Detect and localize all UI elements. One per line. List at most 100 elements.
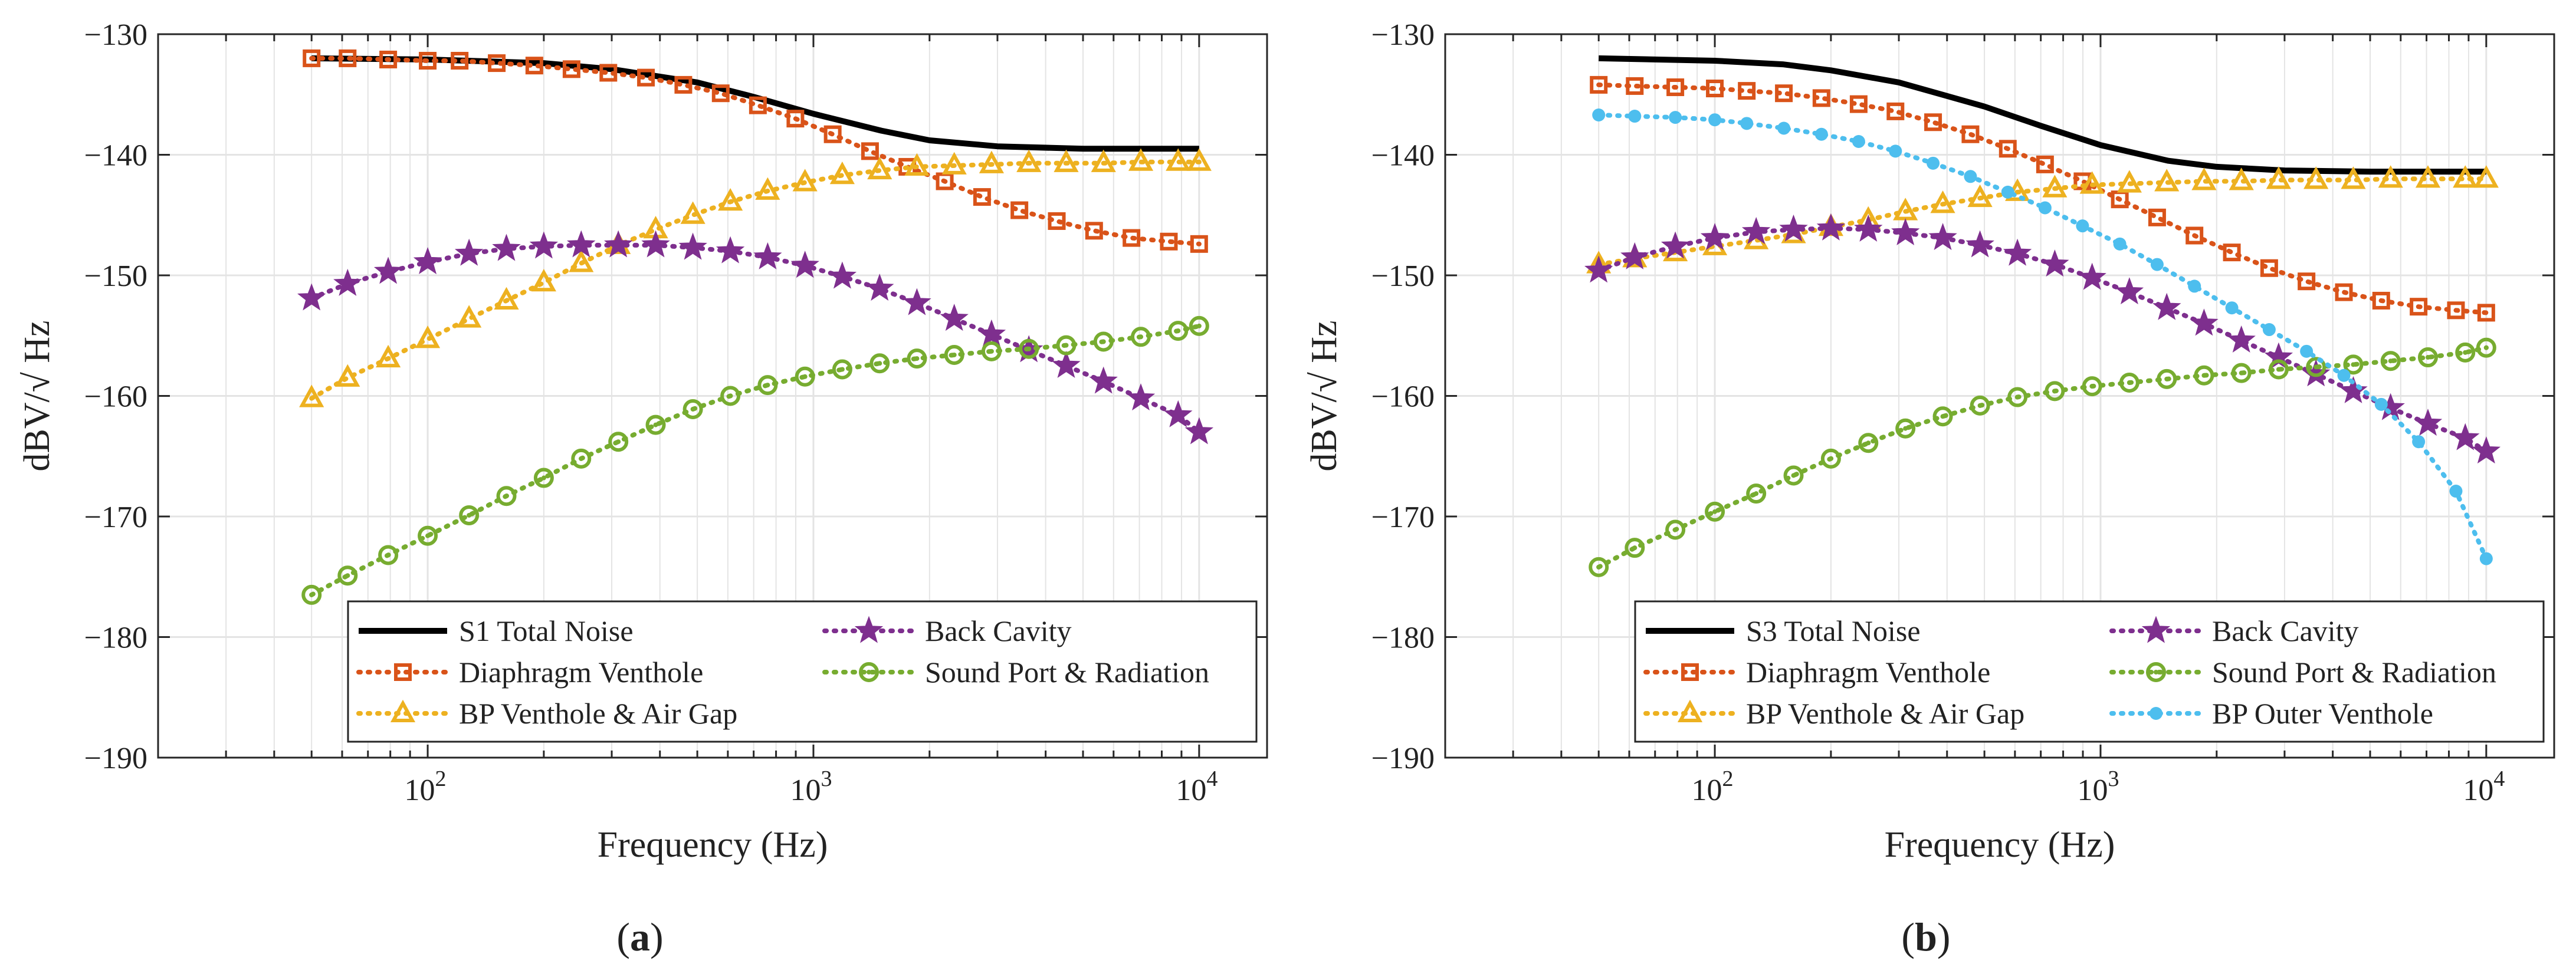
data-point-bp_venthole xyxy=(2079,171,2105,194)
data-point-diaphragm xyxy=(1010,201,1029,219)
data-point-bp_outer xyxy=(1927,156,1940,170)
legend-box xyxy=(347,600,1258,743)
data-point-diaphragm xyxy=(2298,272,2316,291)
data-point-diaphragm xyxy=(2372,291,2390,310)
data-point-back_cavity xyxy=(903,288,931,315)
data-point-bp_outer xyxy=(2225,301,2239,315)
data-point-bp_venthole xyxy=(531,269,556,292)
legend-label: S1 Total Noise xyxy=(459,614,634,647)
data-point-sound_port xyxy=(2380,351,2401,371)
legend-label: Sound Port & Radiation xyxy=(2212,656,2496,689)
series-sound_port xyxy=(301,315,1209,605)
data-point-sound_port xyxy=(1019,338,1039,359)
data-point-diaphragm xyxy=(861,142,879,160)
legend-item-bp_venthole: BP Venthole & Air Gap xyxy=(356,697,737,730)
legend-label: S3 Total Noise xyxy=(1746,614,1921,647)
data-point-sound_port xyxy=(682,399,703,419)
data-point-bp_venthole xyxy=(299,384,324,407)
x-axis-label: Frequency (Hz) xyxy=(1885,825,2115,865)
data-point-diaphragm xyxy=(1775,84,1793,103)
series-total xyxy=(311,55,1199,152)
data-point-bp_venthole xyxy=(2116,170,2142,193)
data-point-diaphragm xyxy=(1626,77,1644,95)
data-point-bp_venthole xyxy=(718,188,743,211)
data-point-back_cavity xyxy=(2339,376,2368,403)
data-point-back_cavity xyxy=(297,283,326,311)
data-point-back_cavity xyxy=(1816,213,1846,241)
y-tick-label: −160 xyxy=(84,380,147,414)
data-point-bp_outer xyxy=(2150,258,2164,271)
data-point-bp_venthole xyxy=(2154,169,2180,192)
data-point-sound_port xyxy=(757,375,778,396)
data-point-bp_venthole xyxy=(680,201,705,224)
data-point-sound_port xyxy=(2343,354,2364,375)
data-point-bp_venthole xyxy=(1016,149,1042,172)
data-point-back_cavity xyxy=(529,231,559,259)
data-point-sound_port xyxy=(1895,418,1916,439)
data-point-diaphragm xyxy=(1961,125,1980,143)
data-point-bp_outer xyxy=(1708,113,1722,127)
data-point-back_cavity xyxy=(2472,436,2501,464)
data-point-back_cavity xyxy=(1741,216,1771,244)
data-point-diaphragm xyxy=(823,125,842,143)
data-point-diaphragm xyxy=(2335,283,2353,301)
y-axis-label: dBV/√ Hz xyxy=(1304,320,1344,471)
data-point-bp_venthole xyxy=(1186,148,1212,171)
legend-item-bp_outer: BP Outer Venthole xyxy=(2109,697,2433,730)
data-point-sound_port xyxy=(1168,321,1189,341)
series-bp_outer xyxy=(1592,108,2493,565)
data-point-sound_port xyxy=(1589,557,1609,577)
data-point-bp_venthole xyxy=(2473,165,2499,188)
data-point-back_cavity xyxy=(641,230,670,258)
data-point-bp_outer xyxy=(2479,552,2493,565)
legend-item-total: S3 Total Noise xyxy=(1646,614,1921,647)
legend-label: BP Outer Venthole xyxy=(2212,697,2433,730)
data-point-bp_outer xyxy=(2188,279,2201,293)
data-point-diaphragm xyxy=(1048,212,1066,230)
data-point-back_cavity xyxy=(1126,383,1156,411)
data-point-sound_port xyxy=(1932,406,1953,427)
data-point-sound_port xyxy=(2455,342,2476,363)
data-point-diaphragm xyxy=(2223,244,2241,262)
y-tick-label: −140 xyxy=(1371,139,1435,173)
series-back_cavity xyxy=(297,230,1214,445)
data-point-bp_venthole xyxy=(1054,149,1079,172)
data-point-back_cavity xyxy=(716,236,745,264)
data-point-back_cavity xyxy=(977,319,1006,347)
x-tick-label: 102 xyxy=(405,766,447,807)
data-point-diaphragm xyxy=(2186,226,2204,245)
data-point-back_cavity xyxy=(2190,308,2219,336)
data-point-bp_venthole xyxy=(941,152,967,175)
data-point-sound_port xyxy=(2119,373,2139,393)
data-point-diaphragm xyxy=(1886,102,1905,120)
data-point-diaphragm xyxy=(786,110,805,128)
data-point-diaphragm xyxy=(1590,75,1608,94)
legend: S3 Total Noise Back Cavity Diaphragm Venth… xyxy=(1634,600,2545,743)
y-tick-label: −150 xyxy=(84,259,147,293)
data-point-diaphragm xyxy=(1085,222,1103,240)
data-point-back_cavity xyxy=(2227,325,2256,353)
data-point-sound_port xyxy=(869,353,890,374)
data-point-back_cavity xyxy=(454,238,484,266)
data-point-back_cavity xyxy=(492,233,521,261)
legend-marker-sound_port xyxy=(859,662,879,682)
data-point-bp_venthole xyxy=(1091,149,1116,172)
data-point-diaphragm xyxy=(1999,140,2017,158)
panel-label: (a) xyxy=(616,914,663,959)
series-sound_port xyxy=(1589,337,2496,577)
data-point-sound_port xyxy=(2306,357,2326,377)
y-tick-label: −160 xyxy=(1371,380,1435,414)
series-diaphragm xyxy=(1590,75,2495,322)
data-point-bp_venthole xyxy=(755,177,780,200)
data-point-diaphragm xyxy=(973,188,991,206)
data-point-bp_outer xyxy=(1889,144,1902,158)
legend: S1 Total Noise Back Cavity Diaphragm Venth… xyxy=(347,600,1258,743)
data-point-bp_venthole xyxy=(2042,175,2068,198)
data-point-bp_outer xyxy=(1777,121,1791,135)
data-point-bp_venthole xyxy=(2303,166,2329,189)
data-point-back_cavity xyxy=(828,261,857,289)
series-line-total xyxy=(311,55,1199,152)
y-tick-label: −130 xyxy=(84,18,147,52)
legend-label: Back Cavity xyxy=(2212,614,2359,647)
data-point-bp_venthole xyxy=(2378,165,2403,188)
